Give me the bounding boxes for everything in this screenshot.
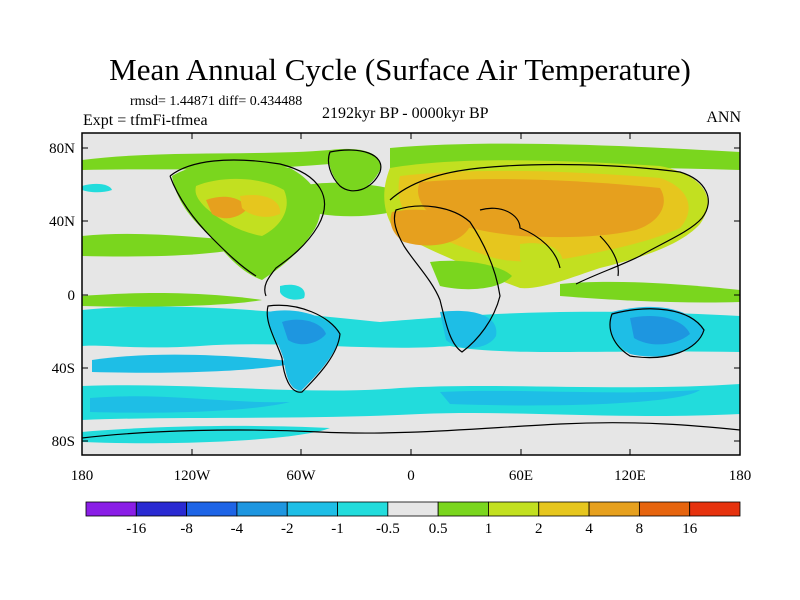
lon-label: 120E (614, 468, 646, 484)
lon-label: 0 (407, 468, 415, 484)
colorbar-swatch (186, 501, 238, 517)
colorbar-swatch (387, 501, 439, 517)
colorbar-swatch (85, 501, 137, 517)
lon-label: 60E (509, 468, 533, 484)
map-title: Mean Annual Cycle (Surface Air Temperatu… (109, 52, 691, 87)
colorbar-swatch (588, 501, 640, 517)
south-pacific-blue (92, 354, 300, 373)
colorbar-label: 16 (682, 521, 698, 537)
colorbar-swatch (337, 501, 389, 517)
season-label: ANN (706, 109, 741, 126)
colorbar-label: -16 (126, 521, 146, 537)
lat-label: 0 (68, 288, 76, 304)
lon-label: 120W (174, 468, 212, 484)
time-period-label: 2192kyr BP - 0000kyr BP (322, 105, 489, 122)
colorbar-swatch (689, 501, 741, 517)
central-africa-green (430, 260, 512, 290)
tick-marks (81, 133, 741, 455)
colorbar-swatch (488, 501, 540, 517)
colorbar-label: -1 (331, 521, 344, 537)
temperature-anomaly-field (82, 133, 740, 455)
north-america-amber (240, 194, 281, 217)
lat-label: 80S (52, 434, 75, 450)
colorbar-swatch (286, 501, 338, 517)
colorbar-swatch (538, 501, 590, 517)
eurasia-orange (418, 179, 664, 238)
africa-coast (393, 205, 501, 353)
lon-label: 180 (729, 468, 752, 484)
colorbar-label: 1 (485, 521, 493, 537)
west-pacific-green (560, 281, 740, 303)
equatorial-pacific-green (82, 293, 262, 307)
australia-core (630, 315, 690, 345)
colorbar-label: 0.5 (429, 521, 448, 537)
colorbar-label: -0.5 (376, 521, 400, 537)
colorbar-swatch (638, 501, 691, 517)
colorbar: -16 -8 -4 -2 -1 -0.5 0.5 1 2 4 8 16 (85, 501, 741, 537)
greenland-green (328, 148, 381, 191)
lon-label: 60W (286, 468, 316, 484)
southern-africa-anomaly (440, 310, 497, 348)
south-america-core (282, 319, 326, 345)
coastlines (82, 149, 740, 439)
greenland-coast (327, 149, 382, 192)
lat-label: 80N (49, 141, 75, 157)
colorbar-swatch (236, 501, 288, 517)
atlantic-cyan-spot (280, 284, 305, 300)
south-america-coast (266, 304, 341, 393)
colorbar-label: 4 (585, 521, 593, 537)
rmsd-diff-stats: rmsd= 1.44871 diff= 0.434488 (130, 94, 303, 109)
australia-coast (609, 308, 705, 359)
north-africa-orange (390, 209, 470, 246)
experiment-label: Expt = tfmFi-tfmea (83, 112, 208, 129)
colorbar-label: -4 (231, 521, 244, 537)
colorbar-swatch (437, 501, 489, 517)
north-pacific-cyan-spot (82, 183, 112, 193)
colorbar-label: 8 (636, 521, 644, 537)
colorbar-label: -8 (180, 521, 193, 537)
colorbar-label: -2 (281, 521, 294, 537)
lat-label: 40S (52, 361, 75, 377)
southern-ocean-blue-a (90, 396, 290, 413)
north-america-orange (206, 196, 248, 219)
lon-label: 180 (71, 468, 94, 484)
colorbar-label: 2 (535, 521, 543, 537)
antarctica-coast (82, 422, 740, 439)
north-america-coast (169, 159, 326, 297)
lat-label: 40N (49, 214, 75, 230)
eurasia-coast (389, 163, 709, 285)
southern-ocean-blue-b (440, 390, 700, 406)
colorbar-swatch (135, 501, 188, 517)
south-subtropical-cyan (82, 306, 740, 352)
